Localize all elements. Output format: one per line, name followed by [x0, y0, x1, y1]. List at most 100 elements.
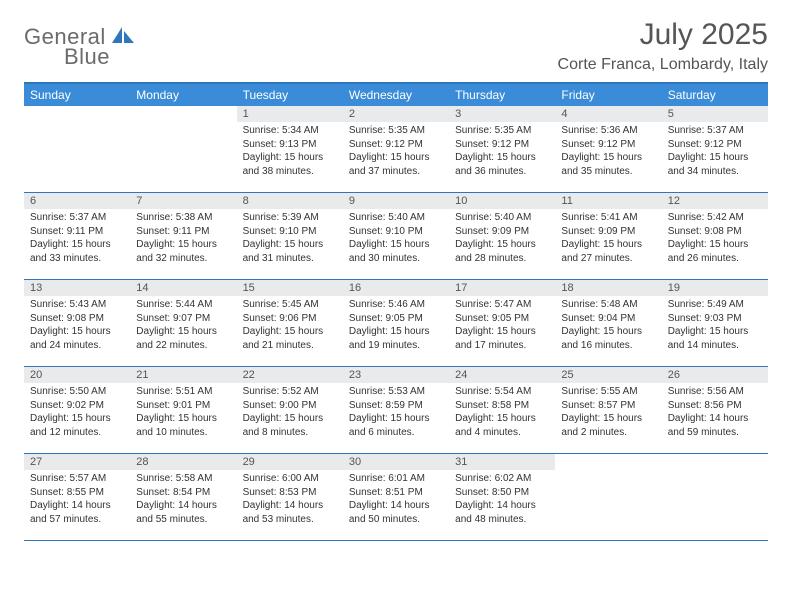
sunset-line: Sunset: 8:55 PM [30, 486, 124, 500]
sunset-line: Sunset: 8:50 PM [455, 486, 549, 500]
weekday-header: Monday [130, 84, 236, 106]
weekday-header-row: Sunday Monday Tuesday Wednesday Thursday… [24, 84, 768, 106]
sunset-line: Sunset: 9:10 PM [243, 225, 337, 239]
sunset-line: Sunset: 9:09 PM [561, 225, 655, 239]
sunrise-line: Sunrise: 5:58 AM [136, 472, 230, 486]
calendar-week-row: 13Sunrise: 5:43 AMSunset: 9:08 PMDayligh… [24, 280, 768, 367]
sunset-line: Sunset: 9:13 PM [243, 138, 337, 152]
day-facts: Sunrise: 5:40 AMSunset: 9:10 PMDaylight:… [343, 209, 449, 269]
sunrise-line: Sunrise: 5:45 AM [243, 298, 337, 312]
sunset-line: Sunset: 9:02 PM [30, 399, 124, 413]
sunset-line: Sunset: 9:09 PM [455, 225, 549, 239]
date-number: 29 [237, 454, 343, 470]
calendar-cell: 17Sunrise: 5:47 AMSunset: 9:05 PMDayligh… [449, 280, 555, 366]
calendar-cell: 27Sunrise: 5:57 AMSunset: 8:55 PMDayligh… [24, 454, 130, 540]
calendar-cell: 15Sunrise: 5:45 AMSunset: 9:06 PMDayligh… [237, 280, 343, 366]
daylight-line: Daylight: 15 hours and 34 minutes. [668, 151, 762, 178]
logo-sail-icon [108, 25, 136, 50]
calendar-cell: 1Sunrise: 5:34 AMSunset: 9:13 PMDaylight… [237, 106, 343, 192]
sunset-line: Sunset: 9:12 PM [668, 138, 762, 152]
date-number: 16 [343, 280, 449, 296]
day-facts: Sunrise: 6:02 AMSunset: 8:50 PMDaylight:… [449, 470, 555, 530]
sunrise-line: Sunrise: 5:43 AM [30, 298, 124, 312]
calendar-cell: 20Sunrise: 5:50 AMSunset: 9:02 PMDayligh… [24, 367, 130, 453]
day-facts: Sunrise: 5:55 AMSunset: 8:57 PMDaylight:… [555, 383, 661, 443]
daylight-line: Daylight: 15 hours and 38 minutes. [243, 151, 337, 178]
daylight-line: Daylight: 15 hours and 27 minutes. [561, 238, 655, 265]
weekday-header: Saturday [662, 84, 768, 106]
sunrise-line: Sunrise: 5:42 AM [668, 211, 762, 225]
day-facts: Sunrise: 5:34 AMSunset: 9:13 PMDaylight:… [237, 122, 343, 182]
date-number: 15 [237, 280, 343, 296]
daylight-line: Daylight: 15 hours and 17 minutes. [455, 325, 549, 352]
sunset-line: Sunset: 9:12 PM [561, 138, 655, 152]
weekday-header: Thursday [449, 84, 555, 106]
date-number: 24 [449, 367, 555, 383]
daylight-line: Daylight: 15 hours and 6 minutes. [349, 412, 443, 439]
logo-word-2: Blue [64, 44, 110, 69]
date-number: 6 [24, 193, 130, 209]
daylight-line: Daylight: 14 hours and 57 minutes. [30, 499, 124, 526]
calendar-cell: 8Sunrise: 5:39 AMSunset: 9:10 PMDaylight… [237, 193, 343, 279]
weekday-header: Wednesday [343, 84, 449, 106]
day-facts: Sunrise: 5:45 AMSunset: 9:06 PMDaylight:… [237, 296, 343, 356]
date-number: 2 [343, 106, 449, 122]
sunrise-line: Sunrise: 5:35 AM [349, 124, 443, 138]
sunrise-line: Sunrise: 5:54 AM [455, 385, 549, 399]
sunrise-line: Sunrise: 5:44 AM [136, 298, 230, 312]
calendar-cell: 16Sunrise: 5:46 AMSunset: 9:05 PMDayligh… [343, 280, 449, 366]
calendar-cell: 6Sunrise: 5:37 AMSunset: 9:11 PMDaylight… [24, 193, 130, 279]
day-facts: Sunrise: 5:36 AMSunset: 9:12 PMDaylight:… [555, 122, 661, 182]
date-number: 14 [130, 280, 236, 296]
daylight-line: Daylight: 15 hours and 8 minutes. [243, 412, 337, 439]
date-number: 19 [662, 280, 768, 296]
daylight-line: Daylight: 15 hours and 35 minutes. [561, 151, 655, 178]
day-facts: Sunrise: 5:44 AMSunset: 9:07 PMDaylight:… [130, 296, 236, 356]
date-number: 22 [237, 367, 343, 383]
sunset-line: Sunset: 9:05 PM [455, 312, 549, 326]
sunrise-line: Sunrise: 5:34 AM [243, 124, 337, 138]
daylight-line: Daylight: 15 hours and 36 minutes. [455, 151, 549, 178]
day-facts: Sunrise: 5:54 AMSunset: 8:58 PMDaylight:… [449, 383, 555, 443]
day-facts: Sunrise: 5:58 AMSunset: 8:54 PMDaylight:… [130, 470, 236, 530]
calendar-cell: 29Sunrise: 6:00 AMSunset: 8:53 PMDayligh… [237, 454, 343, 540]
daylight-line: Daylight: 15 hours and 19 minutes. [349, 325, 443, 352]
day-facts: Sunrise: 5:40 AMSunset: 9:09 PMDaylight:… [449, 209, 555, 269]
daylight-line: Daylight: 14 hours and 59 minutes. [668, 412, 762, 439]
date-number: 21 [130, 367, 236, 383]
daylight-line: Daylight: 15 hours and 28 minutes. [455, 238, 549, 265]
day-facts: Sunrise: 5:37 AMSunset: 9:11 PMDaylight:… [24, 209, 130, 269]
date-number: 27 [24, 454, 130, 470]
top-bar: General July 2025 Corte Franca, Lombardy… [24, 18, 768, 74]
sunset-line: Sunset: 8:59 PM [349, 399, 443, 413]
day-facts: Sunrise: 5:47 AMSunset: 9:05 PMDaylight:… [449, 296, 555, 356]
calendar-week-row: 1Sunrise: 5:34 AMSunset: 9:13 PMDaylight… [24, 106, 768, 193]
sunset-line: Sunset: 8:53 PM [243, 486, 337, 500]
daylight-line: Daylight: 15 hours and 24 minutes. [30, 325, 124, 352]
date-number: 3 [449, 106, 555, 122]
title-block: July 2025 Corte Franca, Lombardy, Italy [558, 18, 768, 74]
daylight-line: Daylight: 14 hours and 50 minutes. [349, 499, 443, 526]
calendar-cell: 10Sunrise: 5:40 AMSunset: 9:09 PMDayligh… [449, 193, 555, 279]
date-number: 26 [662, 367, 768, 383]
day-facts: Sunrise: 5:35 AMSunset: 9:12 PMDaylight:… [343, 122, 449, 182]
sunrise-line: Sunrise: 5:48 AM [561, 298, 655, 312]
calendar-cell: 13Sunrise: 5:43 AMSunset: 9:08 PMDayligh… [24, 280, 130, 366]
calendar-grid: Sunday Monday Tuesday Wednesday Thursday… [24, 82, 768, 541]
calendar-cell: 4Sunrise: 5:36 AMSunset: 9:12 PMDaylight… [555, 106, 661, 192]
day-facts: Sunrise: 5:52 AMSunset: 9:00 PMDaylight:… [237, 383, 343, 443]
daylight-line: Daylight: 15 hours and 14 minutes. [668, 325, 762, 352]
sunrise-line: Sunrise: 5:55 AM [561, 385, 655, 399]
day-facts: Sunrise: 5:46 AMSunset: 9:05 PMDaylight:… [343, 296, 449, 356]
day-facts: Sunrise: 5:42 AMSunset: 9:08 PMDaylight:… [662, 209, 768, 269]
calendar-cell: 24Sunrise: 5:54 AMSunset: 8:58 PMDayligh… [449, 367, 555, 453]
date-number: 23 [343, 367, 449, 383]
daylight-line: Daylight: 15 hours and 4 minutes. [455, 412, 549, 439]
day-facts: Sunrise: 5:53 AMSunset: 8:59 PMDaylight:… [343, 383, 449, 443]
day-facts: Sunrise: 6:00 AMSunset: 8:53 PMDaylight:… [237, 470, 343, 530]
daylight-line: Daylight: 15 hours and 37 minutes. [349, 151, 443, 178]
date-number: 5 [662, 106, 768, 122]
weeks-container: 1Sunrise: 5:34 AMSunset: 9:13 PMDaylight… [24, 106, 768, 541]
sunrise-line: Sunrise: 5:52 AM [243, 385, 337, 399]
date-number: 25 [555, 367, 661, 383]
